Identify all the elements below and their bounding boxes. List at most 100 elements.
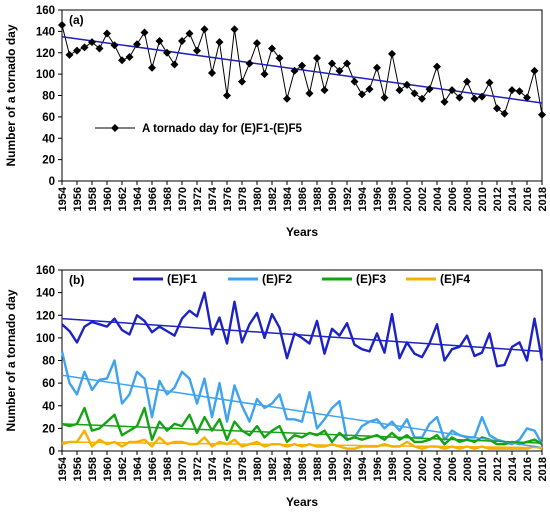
x-tick-label: 2010 [477, 187, 489, 211]
x-tick-label: 2012 [492, 457, 504, 481]
y-tick-label: 60 [42, 112, 55, 124]
x-tick-label: 1996 [372, 187, 384, 211]
data-point-marker [208, 69, 216, 78]
panel-b: (b) Number of a tornado day Years (E)F1 … [4, 265, 549, 509]
data-point-marker [118, 56, 126, 65]
x-tick-label: 1986 [297, 187, 309, 211]
legend-label-ef4: (E)F4 [440, 272, 470, 286]
panel-a-label: (a) [69, 13, 84, 27]
data-point-marker [493, 104, 501, 113]
x-tick-label: 1954 [57, 186, 69, 211]
data-point-marker [515, 87, 524, 96]
panel-b-plot-frame [61, 269, 543, 452]
data-point-marker [148, 63, 156, 72]
data-point-marker [95, 44, 104, 53]
x-tick-label: 2006 [447, 187, 459, 211]
x-tick-label: 2014 [507, 456, 519, 481]
x-tick-label: 1994 [357, 456, 369, 481]
x-tick-label: 2000 [402, 457, 414, 481]
x-tick-label: 1956 [72, 457, 84, 481]
data-point-marker [448, 86, 456, 95]
x-tick-label: 1990 [327, 457, 339, 481]
x-tick-label: 1982 [267, 457, 279, 481]
legend-marker [111, 124, 119, 132]
data-point-marker [178, 36, 186, 45]
x-tick-label: 1994 [357, 186, 369, 211]
data-point-marker [290, 66, 299, 75]
data-point-marker [155, 36, 164, 45]
x-tick-label: 1958 [87, 457, 99, 481]
data-point-marker [538, 110, 546, 119]
data-point-marker [58, 20, 66, 29]
data-point-marker [395, 86, 404, 95]
panel-a-x-axis-label: Years [286, 225, 318, 239]
data-point-marker [110, 41, 119, 50]
y-tick-label: 80 [42, 91, 55, 103]
x-tick-label: 1972 [192, 187, 204, 211]
y-tick-label: 160 [36, 265, 55, 277]
panel-a-legend-label: A tornado day for (E)F1-(E)F5 [142, 123, 303, 135]
data-point-marker [200, 25, 209, 34]
data-point-marker [103, 29, 111, 38]
series-line-ef2 [60, 351, 544, 446]
data-point-marker [433, 62, 441, 71]
data-point-marker [298, 61, 306, 70]
x-tick-label: 1970 [177, 457, 189, 481]
x-tick-label: 1968 [162, 187, 174, 211]
panel-b-legend: (E)F1 (E)F2 (E)F3 (E)F4 [133, 272, 470, 286]
x-tick-label: 1984 [282, 456, 294, 481]
y-tick-label: 60 [42, 378, 55, 390]
data-point-marker [373, 63, 381, 72]
x-tick-label: 1982 [267, 187, 279, 211]
x-tick-label: 1966 [147, 187, 159, 211]
data-point-marker [425, 85, 434, 94]
data-point-marker [305, 89, 314, 98]
panel-b-y-axis-label: Number of a tornado day [4, 289, 18, 431]
x-tick-label: 2010 [477, 457, 489, 481]
x-tick-label: 1992 [342, 457, 354, 481]
data-point-marker [478, 92, 486, 101]
x-tick-label: 2014 [507, 186, 519, 211]
y-tick-label: 120 [36, 48, 55, 60]
data-point-marker [335, 66, 344, 75]
x-tick-label: 1984 [282, 186, 294, 211]
x-tick-label: 2016 [522, 187, 534, 211]
x-tick-label: 2012 [492, 187, 504, 211]
trend-line-ef4 [61, 441, 543, 449]
y-tick-label: 0 [49, 446, 55, 458]
data-point-marker [350, 77, 359, 86]
y-tick-label: 80 [42, 356, 55, 368]
x-tick-label: 2008 [462, 457, 474, 481]
trend-line-tornado-day [61, 35, 543, 104]
x-tick-label: 1988 [312, 457, 324, 481]
data-point-marker [388, 49, 396, 58]
data-point-marker [73, 46, 81, 55]
y-tick-label: 40 [42, 133, 55, 145]
x-tick-label: 1970 [177, 187, 189, 211]
data-point-marker [238, 77, 246, 86]
x-tick-label: 2006 [447, 457, 459, 481]
panel-a: (a) Number of a tornado day Years A torn… [4, 5, 549, 239]
x-tick-label: 2002 [417, 187, 429, 211]
series-line-ef4 [61, 429, 543, 450]
x-tick-label: 1974 [207, 186, 219, 211]
data-point-marker [313, 54, 321, 63]
data-point-marker [320, 86, 329, 95]
panel-b-x-axis-label: Years [286, 495, 318, 509]
x-tick-label: 2016 [522, 457, 534, 481]
data-point-marker [455, 93, 464, 102]
data-point-marker [163, 48, 171, 57]
x-tick-label: 1978 [237, 187, 249, 211]
legend-label-ef2: (E)F2 [262, 272, 292, 286]
data-point-marker [328, 59, 336, 68]
data-point-marker [440, 97, 449, 106]
panel-a-plot-frame [61, 9, 543, 182]
y-tick-label: 140 [36, 288, 55, 300]
trend-line-ef3 [61, 423, 543, 444]
x-tick-label: 1986 [297, 457, 309, 481]
data-point-marker [125, 53, 134, 62]
data-point-marker [275, 54, 284, 63]
data-point-marker [133, 40, 141, 49]
panel-a-y-axis-label: Number of a tornado day [4, 24, 18, 166]
